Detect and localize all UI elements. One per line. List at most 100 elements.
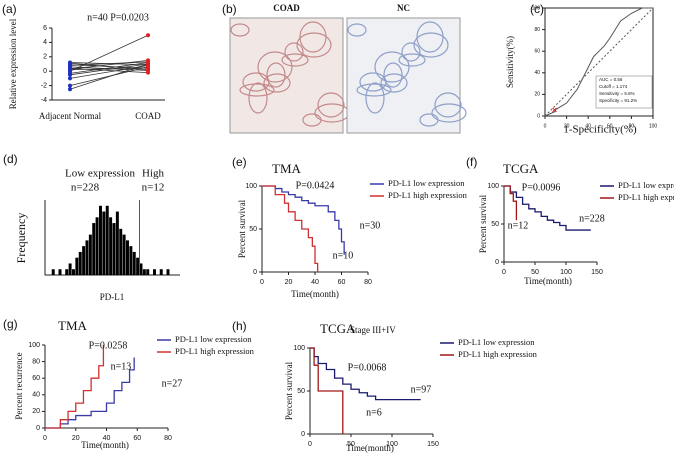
panel-label: (b) <box>222 2 237 16</box>
histogram-bar <box>105 205 109 275</box>
legend-text: PD-L1 low expression <box>618 180 674 190</box>
y-tick-label: 100 <box>532 5 541 11</box>
x-tick-label: 20 <box>285 279 293 286</box>
survival-curve <box>310 347 421 401</box>
micrograph <box>346 17 461 134</box>
y-axis-label: Percent survival <box>478 194 488 253</box>
image-label: COAD <box>273 3 300 13</box>
y-tick-label: 50 <box>297 388 305 395</box>
category-label: COAD <box>135 111 161 121</box>
annotation: n=10 <box>333 250 354 261</box>
tissue-structure <box>413 32 449 58</box>
x-axis-label: Time(month) <box>524 276 572 286</box>
annotation: n=228 <box>579 213 605 224</box>
x-axis-label: Time(month) <box>81 440 129 450</box>
annotation: n=228 <box>71 182 100 194</box>
tissue-structure <box>317 92 345 118</box>
panel-label: (d) <box>3 152 18 166</box>
x-axis-label: PD-L1 <box>100 292 125 302</box>
x-tick-label: 60 <box>338 279 346 286</box>
annotation: P=0.0096 <box>522 182 561 193</box>
x-tick-label: 60 <box>607 123 613 129</box>
tissue-structure <box>398 53 426 67</box>
panel-title: TCGA <box>320 321 356 336</box>
y-tick-label: 100 <box>245 183 257 190</box>
histogram-bar <box>102 211 106 275</box>
x-tick-label: 60 <box>133 435 141 442</box>
y-tick-label: 50 <box>249 226 257 233</box>
histogram-bar <box>58 269 62 275</box>
y-axis-label: Percent survival <box>237 199 247 258</box>
survival-curve <box>45 357 135 429</box>
tissue-structure <box>383 62 403 88</box>
y-tick-label: 40 <box>32 392 40 399</box>
y-tick-label: 0 <box>537 113 540 119</box>
tissue-structure <box>359 72 387 92</box>
data-point <box>68 87 72 92</box>
histogram-bar <box>159 269 163 275</box>
x-tick-label: 150 <box>591 269 603 276</box>
annotation: n=97 <box>411 384 432 395</box>
histogram-bar <box>92 223 96 275</box>
tissue-structure <box>347 23 367 37</box>
axis-line <box>44 345 168 429</box>
data-point <box>68 66 72 71</box>
panel-label: (e) <box>232 155 247 169</box>
y-tick-label: 20 <box>32 408 40 415</box>
tissue-structure <box>380 73 408 93</box>
histogram-bar <box>136 257 140 275</box>
histogram-bar <box>146 269 150 275</box>
roc-curve <box>544 7 653 117</box>
y-tick-label: 0 <box>253 269 257 276</box>
y-tick-label: 0 <box>36 425 40 432</box>
survival-curve <box>504 185 591 231</box>
x-tick-label: 0 <box>308 441 312 448</box>
x-tick-label: 0 <box>43 435 47 442</box>
histogram-bar <box>129 246 133 275</box>
histogram-bar <box>109 217 113 275</box>
pair-line <box>69 62 149 66</box>
survival-curve <box>310 347 344 434</box>
y-tick-label: 60 <box>534 49 540 55</box>
y-tick-label: 40 <box>534 70 540 76</box>
histogram-bar <box>142 269 146 275</box>
tissue-structure <box>401 42 421 62</box>
survival-curve <box>45 345 105 429</box>
legend-text: Cutoff = 1.174 <box>599 84 628 89</box>
y-tick-label: 4 <box>43 39 47 46</box>
annotation: High <box>142 168 165 180</box>
survival-curve <box>262 185 319 272</box>
histogram-bar <box>95 217 99 275</box>
reference-line <box>544 7 654 117</box>
pair-line <box>69 64 149 69</box>
annotation: n=12 <box>142 182 165 194</box>
survival-curve <box>504 185 518 221</box>
y-tick-label: 0 <box>301 431 305 438</box>
y-tick-label: 60 <box>32 375 40 382</box>
histogram-bar <box>68 263 72 275</box>
legend-text: PD-L1 low expression <box>458 337 535 347</box>
x-axis-label: Time(month) <box>346 443 394 453</box>
data-point <box>146 70 150 75</box>
y-tick-label: 0 <box>43 68 47 75</box>
tissue-structure <box>242 72 270 92</box>
category-label: Adjacent Normal <box>39 111 102 121</box>
annotation: P=0.0068 <box>348 362 387 373</box>
y-tick-label: 50 <box>491 221 499 228</box>
annotation: Low expression <box>65 168 135 180</box>
pair-line <box>69 63 149 90</box>
legend-text: Sensitivity = 5.6% <box>599 91 635 96</box>
x-tick-label: 0 <box>502 269 506 276</box>
panel-subtitle: Stage III+IV <box>350 325 396 335</box>
x-tick-label: 20 <box>564 123 570 129</box>
annotation: n=13 <box>111 361 132 372</box>
x-tick-label: 50 <box>531 269 539 276</box>
data-point <box>146 62 150 67</box>
histogram-bar <box>78 251 82 275</box>
image-label: NC <box>397 3 410 13</box>
survival-curve <box>262 185 345 255</box>
annotation: P=0.0424 <box>296 180 335 191</box>
annotation: n=30 <box>360 220 381 231</box>
tissue-structure <box>416 21 444 53</box>
